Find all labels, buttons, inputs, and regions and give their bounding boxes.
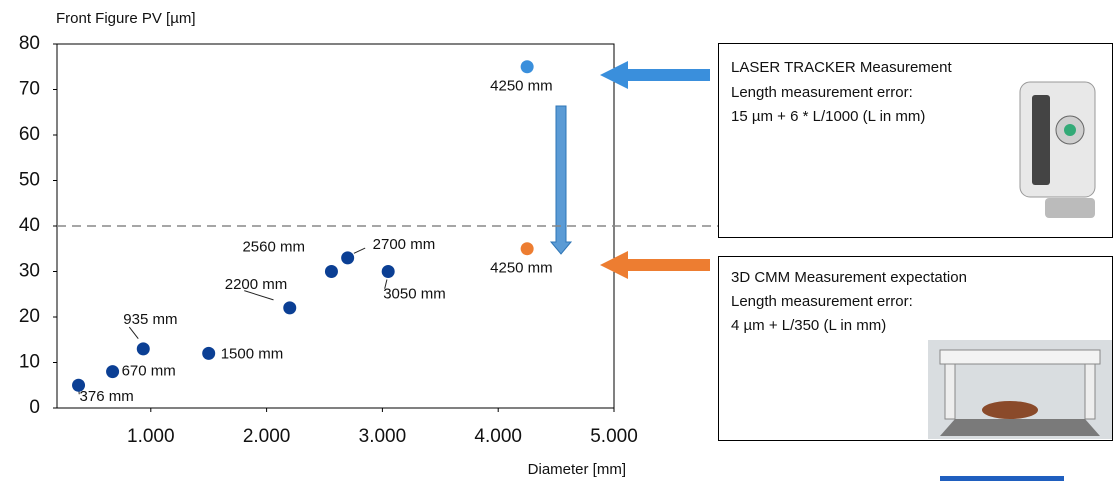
annotation-text: Length measurement error: [731,293,913,310]
point-label: 2700 mm [373,236,436,253]
point-label: 4250 mm [490,260,553,277]
point [106,365,119,378]
y-tick-label: 70 [19,79,40,100]
point [283,301,296,314]
footer-bar [940,476,1064,481]
arrow [600,251,710,279]
arrow [551,106,571,254]
point [137,342,150,355]
point-label: 935 mm [123,311,177,328]
point [521,242,534,255]
point [325,265,338,278]
point-label: 3050 mm [383,285,446,302]
x-tick-label: 5.000 [590,426,638,447]
point [341,251,354,264]
y-tick-label: 10 [19,352,40,373]
y-tick-label: 30 [19,261,40,282]
leader-line [354,248,365,253]
y-tick-label: 60 [19,124,40,145]
y-tick-label: 40 [19,215,40,236]
y-tick-label: 50 [19,170,40,191]
annotation-text: 4 µm + L/350 (L in mm) [731,317,886,334]
point-label: 4250 mm [490,78,553,95]
point-label: 1500 mm [221,345,284,362]
x-tick-label: 3.000 [359,426,407,447]
point [382,265,395,278]
y-tick-label: 80 [19,33,40,54]
device-image [928,340,1112,439]
x-tick-label: 2.000 [243,426,291,447]
chart: Front Figure PV [µm] Diameter [mm] LASER… [0,0,1113,481]
x-axis-title: Diameter [mm] [528,461,626,478]
y-tick-label: 20 [19,306,40,327]
x-tick-label: 4.000 [474,426,522,447]
point-label: 2560 mm [242,238,305,255]
annotation-title: 3D CMM Measurement expectation [731,269,967,286]
annotation-text: 15 µm + 6 * L/1000 (L in mm) [731,108,925,125]
arrow [600,61,710,89]
y-axis-title: Front Figure PV [µm] [56,10,196,27]
point-label: 2200 mm [225,276,288,293]
point-label: 670 mm [122,363,176,380]
y-tick-label: 0 [29,397,40,418]
annotation-text: Length measurement error: [731,84,913,101]
leader-line [129,327,138,339]
annotation-title: LASER TRACKER Measurement [731,59,952,76]
point [521,60,534,73]
x-tick-label: 1.000 [127,426,175,447]
point [202,347,215,360]
point-label: 376 mm [80,388,134,405]
